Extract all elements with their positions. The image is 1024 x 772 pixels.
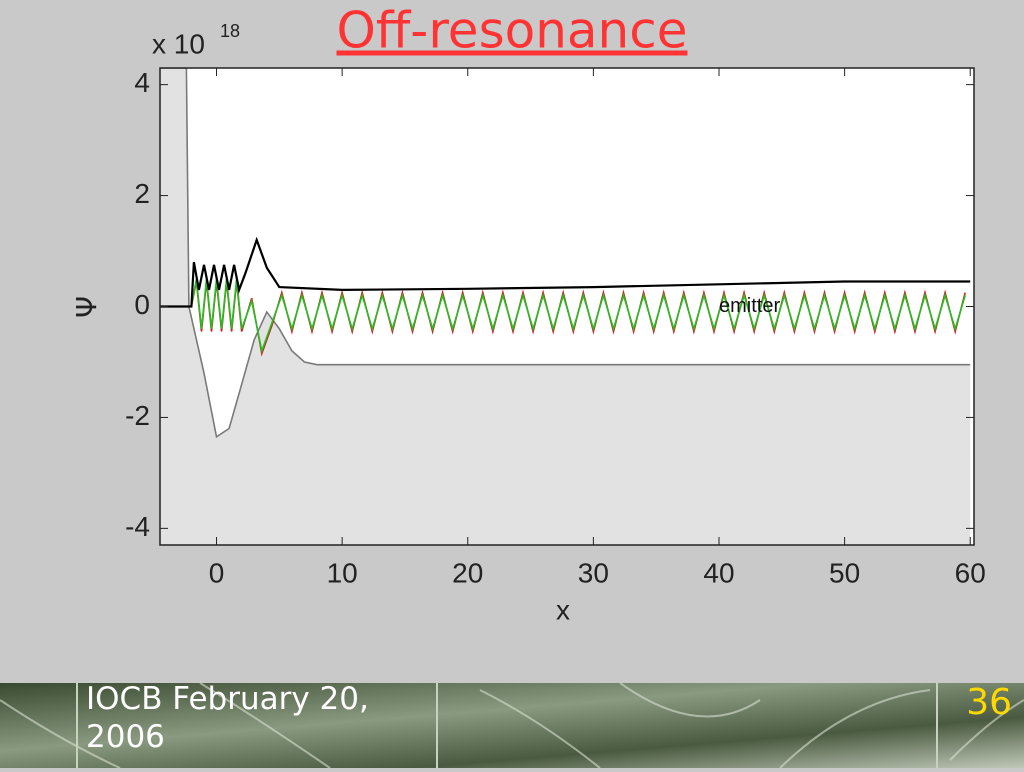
footer-foliage bbox=[0, 682, 1024, 769]
x-tick-label: 60 bbox=[955, 557, 986, 588]
x-tick-label: 20 bbox=[452, 557, 483, 588]
y-tick-label: -2 bbox=[125, 400, 150, 431]
y-tick-label: 4 bbox=[134, 67, 150, 98]
x-tick-label: 10 bbox=[327, 557, 358, 588]
x-tick-label: 50 bbox=[829, 557, 860, 588]
footer-text: IOCB February 20, 2006 bbox=[86, 681, 369, 755]
annotation: emitter bbox=[719, 295, 780, 317]
y-multiplier: x 10 bbox=[152, 28, 205, 59]
x-tick-label: 40 bbox=[703, 557, 734, 588]
series-area bbox=[160, 68, 971, 545]
footer-background bbox=[0, 683, 1024, 768]
x-tick-label: 0 bbox=[209, 557, 225, 588]
series-line bbox=[160, 68, 971, 439]
page-number: 36 bbox=[966, 682, 1012, 723]
y-exponent: 18 bbox=[220, 21, 240, 41]
series-line bbox=[160, 278, 966, 354]
y-tick-label: 0 bbox=[134, 289, 150, 320]
footer-dividers bbox=[76, 683, 938, 768]
x-tick-label: 30 bbox=[578, 557, 609, 588]
x-axis-label: x bbox=[556, 594, 570, 625]
y-tick-label: -4 bbox=[125, 511, 150, 542]
slide-title: Off-resonance bbox=[337, 2, 688, 60]
series-line bbox=[160, 236, 971, 308]
y-axis-label: Ψ bbox=[70, 296, 103, 318]
y-tick-label: 2 bbox=[134, 178, 150, 209]
